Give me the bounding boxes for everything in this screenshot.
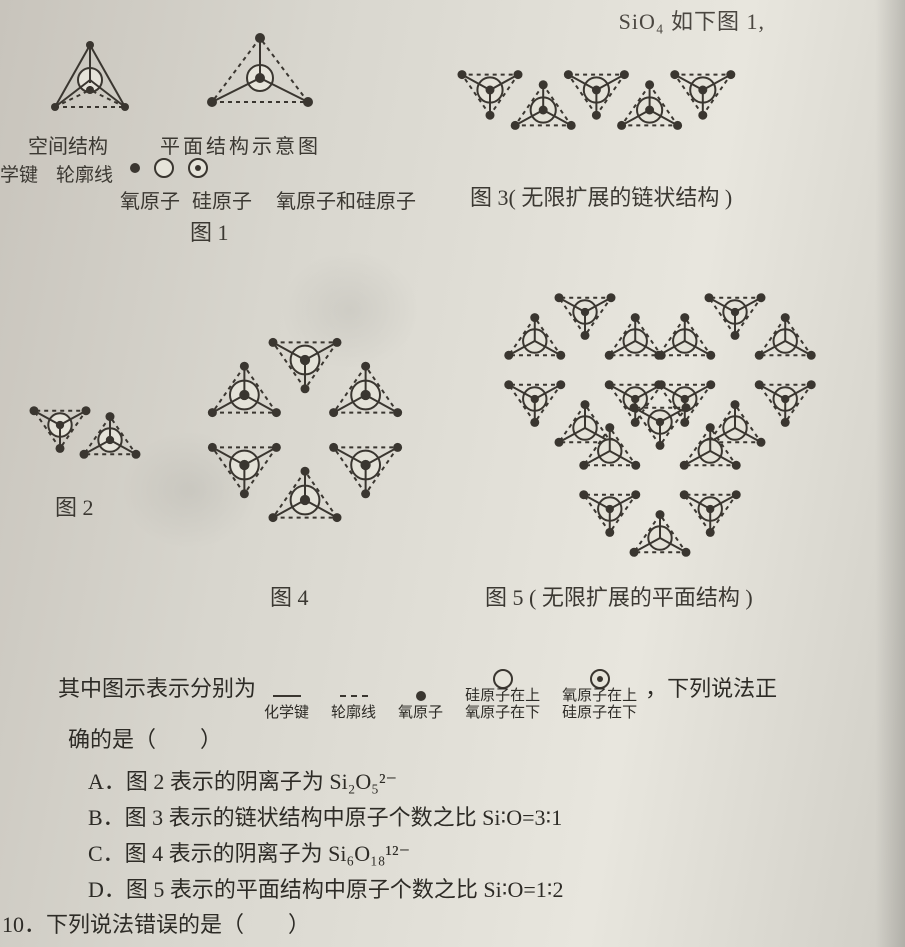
- fig1-spatial-svg: [40, 35, 140, 125]
- page: SiO₄ 如下图 1, 空间结构: [0, 0, 905, 947]
- atom-Si-label: 硅原子: [192, 191, 252, 213]
- inline-legend: 化学键 轮廓线 氧原子 硅原子在上 氧原子在下 氧原子在上 硅原子在下: [256, 670, 645, 721]
- stem-part-b2: 确的是（ ）: [30, 721, 885, 760]
- fig1-legend-bondline: 学键 轮廓线: [0, 160, 113, 187]
- legend-bond-label: 学键: [0, 160, 38, 187]
- fig5-caption: 图 5 ( 无限扩展的平面结构 ): [485, 580, 753, 612]
- fig1-atom-legend: [130, 158, 208, 178]
- figure-1: 空间结构 平面结构示意图 学键 轮廓线 氧原子: [10, 30, 430, 230]
- fig1-planar-label: 平面结构示意图: [160, 130, 321, 159]
- fig2-caption: 图 2: [55, 490, 94, 522]
- fig3-caption: 图 3( 无限扩展的链状结构 ): [470, 180, 732, 212]
- atom-O-label: 氧原子: [120, 191, 180, 213]
- fig4-caption: 图 4: [270, 580, 309, 612]
- fig5-svg: [455, 280, 895, 570]
- legend-O: 氧原子: [398, 705, 443, 722]
- oxygen-dot-icon: [130, 163, 140, 173]
- fig1-spatial-label: 空间结构: [28, 130, 108, 159]
- fig1-planar-svg: [200, 30, 320, 120]
- outline-line-icon: [340, 695, 368, 697]
- fig1-atom-labels: 氧原子 硅原子 氧原子和硅原子: [120, 185, 416, 214]
- o-si-dot-circle-icon: [188, 158, 208, 178]
- fig3-chain-svg: [450, 30, 900, 170]
- fig1-caption: 图 1: [190, 215, 229, 247]
- q10-stem: 下列说法错误的是（ ）: [46, 912, 310, 937]
- figure-5: 图 5 ( 无限扩展的平面结构 ): [455, 280, 895, 620]
- legend-outline-label: 轮廓线: [56, 160, 113, 187]
- fig2-svg: [15, 370, 155, 480]
- legend-outline: 轮廓线: [331, 705, 376, 722]
- choice-B: B．图 3 表示的链状结构中原子个数之比 Si∶O=3∶1: [88, 800, 885, 836]
- o-up-icon: [590, 669, 610, 689]
- oxygen-dot-icon: [416, 691, 426, 701]
- si-up-icon: [493, 669, 513, 689]
- figure-4: 图 4: [170, 300, 440, 610]
- silicon-circle-icon: [154, 158, 174, 178]
- legend-o-up: 氧原子在上 硅原子在下: [562, 688, 637, 721]
- legend-bond: 化学键: [264, 705, 309, 722]
- figure-2: 图 2: [15, 370, 155, 540]
- bond-line-icon: [273, 695, 301, 697]
- question-block: 其中图示表示分别为 化学键 轮廓线 氧原子 硅原子在上 氧原子在下 氧原子在上 …: [30, 670, 885, 909]
- stem-part-b: ，下列说法正: [645, 670, 777, 709]
- fig4-svg: [170, 300, 440, 560]
- figure-3: 图 3( 无限扩展的链状结构 ): [450, 30, 900, 210]
- q10-num: 10．: [2, 912, 46, 937]
- choice-A: A．图 2 表示的阴离子为 Si₂O₅²⁻: [88, 764, 885, 800]
- choices-list: A．图 2 表示的阴离子为 Si₂O₅²⁻ B．图 3 表示的链状结构中原子个数…: [30, 764, 885, 909]
- atom-OSi-label: 氧原子和硅原子: [276, 191, 416, 213]
- legend-si-up: 硅原子在上 氧原子在下: [465, 688, 540, 721]
- stem-part-a: 其中图示表示分别为: [58, 670, 256, 709]
- choice-D: D．图 5 表示的平面结构中原子个数之比 Si∶O=1∶2: [88, 872, 885, 908]
- choice-C: C．图 4 表示的阴离子为 Si₆O₁₈¹²⁻: [88, 836, 885, 872]
- question-10: 10．下列说法错误的是（ ）: [0, 907, 885, 939]
